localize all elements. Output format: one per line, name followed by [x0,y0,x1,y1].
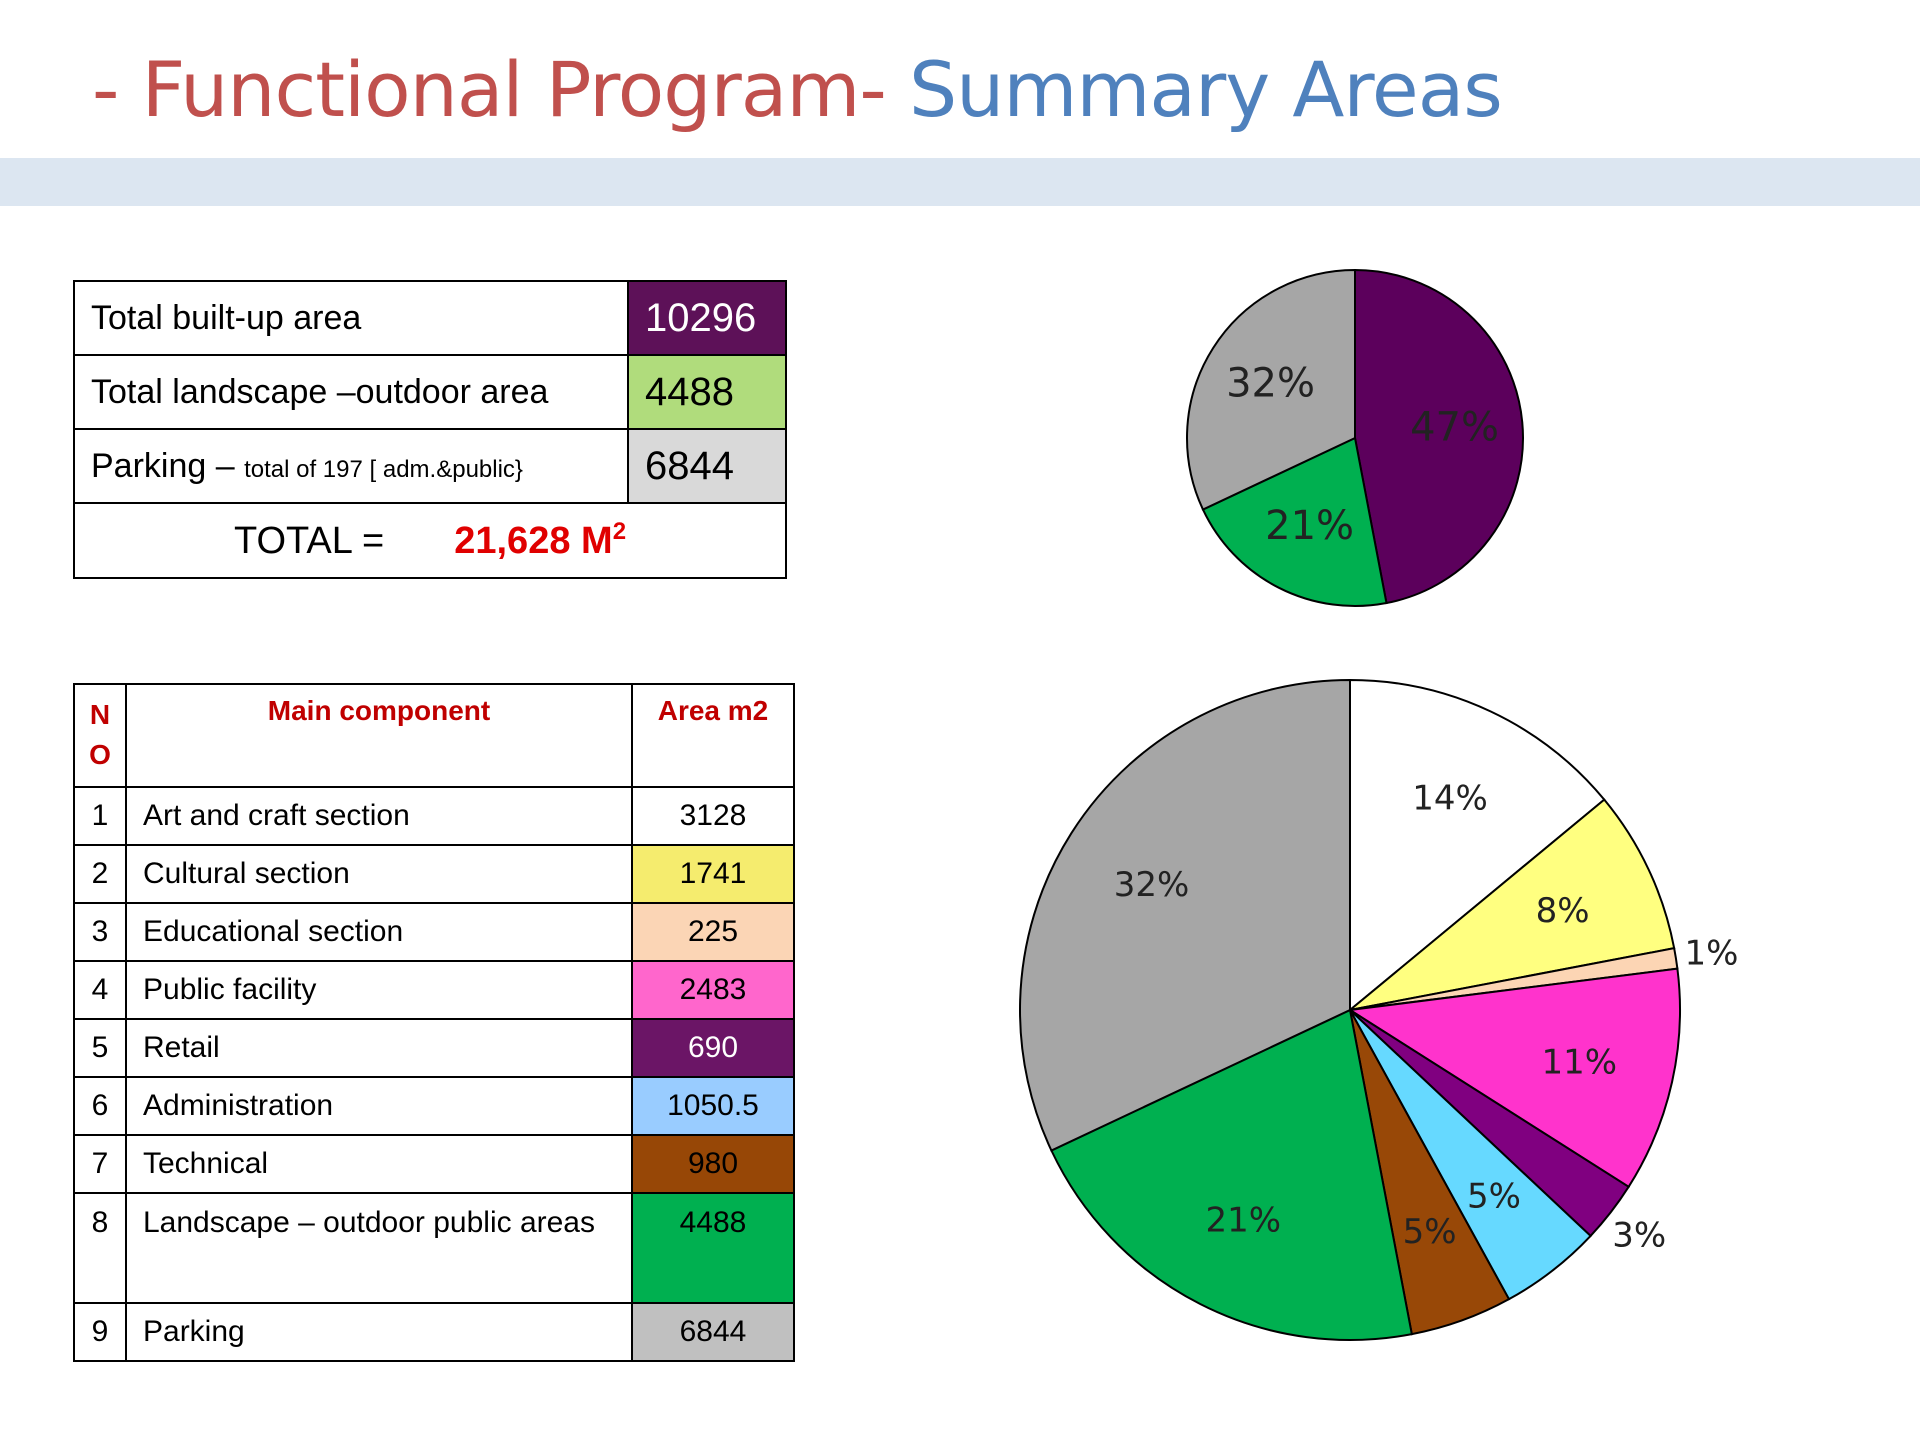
row-area: 225 [631,902,795,962]
pie-label: 14% [1412,778,1488,818]
title-part-functional-program: - Functional Program- [92,45,887,134]
header-area: Area m2 [631,683,795,788]
header-band [0,158,1920,206]
pie-label: 32% [1226,360,1315,406]
summary-label-text: Parking – [91,446,245,485]
pie-label: 5% [1467,1177,1521,1217]
summary-label: Total landscape –outdoor area [73,354,629,430]
summary-total: TOTAL = 21,628 M2 [73,502,787,579]
table-row: 3 Educational section 225 [73,902,795,962]
row-no: 1 [73,786,127,846]
row-name: Public facility [125,960,633,1020]
total-label: TOTAL = [233,520,385,562]
summary-label: Parking – total of 197 [ adm.&public} [73,428,629,504]
pie-label: 47% [1410,405,1499,451]
summary-row: Total landscape –outdoor area 4488 [73,354,787,430]
pie-label: 8% [1536,891,1590,931]
summary-table: Total built-up area 10296 Total landscap… [73,280,787,579]
total-value: 21,628 M2 [454,518,627,562]
pie-slice [1050,1008,1414,1341]
page-title: - Functional Program- Summary Areas [92,40,1503,140]
table-row: 6 Administration 1050.5 [73,1076,795,1136]
row-area: 3128 [631,786,795,846]
row-area: 980 [631,1134,795,1194]
summary-pie-chart: 47% 21% 32% [1186,268,1524,607]
table-row: 1 Art and craft section 3128 [73,786,795,846]
summary-label: Total built-up area [73,280,629,356]
row-no: 8 [73,1192,127,1304]
summary-label-text: Total landscape –outdoor area [91,372,549,411]
summary-label-text: Total built-up area [91,298,362,337]
table-row: 8 Landscape – outdoor public areas 4488 [73,1192,795,1304]
row-name: Educational section [125,902,633,962]
header-main-component: Main component [125,683,633,788]
pie-label: 5% [1403,1212,1457,1252]
row-no: 9 [73,1302,127,1362]
table-row: 7 Technical 980 [73,1134,795,1194]
header-no-line2: O [89,739,111,770]
row-no: 7 [73,1134,127,1194]
row-name: Technical [125,1134,633,1194]
total-value-number: 21,628 M [454,520,613,562]
summary-row: Parking – total of 197 [ adm.&public} 68… [73,428,787,504]
row-no: 3 [73,902,127,962]
components-body: 1 Art and craft section 3128 2 Cultural sec… [73,786,795,1362]
row-no: 2 [73,844,127,904]
summary-label-small: total of 197 [ adm.&public} [244,455,523,483]
table-row: 9 Parking 6844 [73,1302,795,1362]
pie-label: 3% [1612,1215,1666,1255]
row-area: 4488 [631,1192,795,1304]
pie-slice [1349,798,1676,1011]
pie-slice [1186,268,1356,511]
row-area: 1741 [631,844,795,904]
summary-value: 6844 [627,428,787,504]
row-no: 6 [73,1076,127,1136]
row-name: Art and craft section [125,786,633,846]
table-row: 2 Cultural section 1741 [73,844,795,904]
row-no: 4 [73,960,127,1020]
pie-slice [1019,678,1351,1152]
pie-slice [1201,436,1388,607]
row-area: 690 [631,1018,795,1078]
row-name: Retail [125,1018,633,1078]
summary-row: Total built-up area 10296 [73,280,787,356]
pie-label: 1% [1685,934,1739,974]
summary-value: 10296 [627,280,787,356]
row-name: Parking [125,1302,633,1362]
header-no-line1: N [89,699,111,730]
pie-label: 32% [1114,865,1190,905]
pie-slice [1354,268,1524,605]
components-pie-chart: 14% 8% 1% 11% 3% 5%5% 21% 32% [1019,678,1739,1341]
table-row: 5 Retail 690 [73,1018,795,1078]
pie-label: 21% [1206,1200,1282,1240]
row-area: 2483 [631,960,795,1020]
pie-slice [1349,678,1606,1013]
row-name: Administration [125,1076,633,1136]
row-no: 5 [73,1018,127,1078]
total-value-superscript: 2 [612,518,627,545]
summary-total-row: TOTAL = 21,628 M2 [73,502,787,579]
summary-value: 4488 [627,354,787,430]
row-name: Cultural section [125,844,633,904]
pie-slice [1347,967,1681,1189]
row-area: 1050.5 [631,1076,795,1136]
table-row: 4 Public facility 2483 [73,960,795,1020]
title-part-summary-areas: Summary Areas [885,45,1503,134]
row-area: 6844 [631,1302,795,1362]
pie-label: 11% [1542,1042,1618,1082]
row-name: Landscape – outdoor public areas [125,1192,633,1304]
pie-label: 21% [1265,503,1354,549]
